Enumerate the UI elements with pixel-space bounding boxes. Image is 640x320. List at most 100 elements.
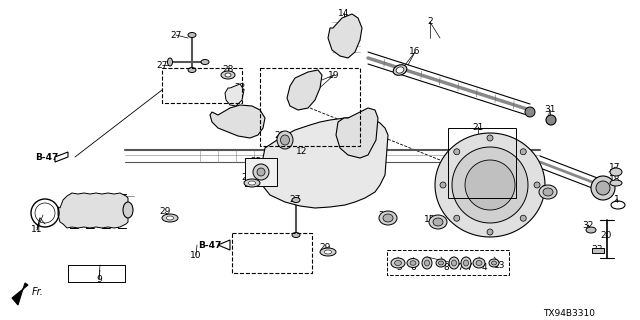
Bar: [245, 158, 277, 186]
Ellipse shape: [610, 168, 622, 176]
Ellipse shape: [433, 218, 443, 226]
Text: Fr.: Fr.: [32, 287, 44, 297]
Bar: [448, 128, 516, 198]
Circle shape: [520, 149, 526, 155]
Text: 3: 3: [450, 261, 456, 270]
Polygon shape: [12, 283, 28, 305]
Text: 27: 27: [289, 196, 301, 204]
Ellipse shape: [410, 261, 416, 265]
Ellipse shape: [379, 211, 397, 225]
Circle shape: [487, 135, 493, 141]
Ellipse shape: [476, 260, 482, 266]
Text: 1: 1: [614, 195, 620, 204]
Circle shape: [520, 215, 526, 221]
Ellipse shape: [492, 261, 497, 265]
Polygon shape: [218, 240, 230, 250]
Ellipse shape: [393, 65, 407, 75]
Polygon shape: [210, 105, 265, 138]
Text: 15: 15: [424, 214, 436, 223]
Circle shape: [454, 215, 460, 221]
Text: 10: 10: [190, 251, 202, 260]
Ellipse shape: [489, 259, 499, 267]
Text: 20: 20: [600, 230, 612, 239]
Text: 26: 26: [541, 185, 553, 194]
Text: 7: 7: [457, 263, 463, 273]
Ellipse shape: [201, 60, 209, 65]
Text: TX94B3310: TX94B3310: [543, 308, 595, 317]
Ellipse shape: [539, 185, 557, 199]
Text: 31: 31: [544, 106, 556, 115]
Ellipse shape: [586, 227, 596, 233]
Text: 16: 16: [409, 47, 420, 57]
Ellipse shape: [422, 257, 432, 269]
Ellipse shape: [162, 214, 178, 222]
Text: 6: 6: [410, 263, 416, 273]
Circle shape: [525, 107, 535, 117]
Text: 28: 28: [222, 65, 234, 74]
Polygon shape: [465, 160, 515, 210]
Ellipse shape: [324, 250, 332, 254]
Ellipse shape: [123, 202, 133, 218]
Text: 13: 13: [494, 261, 506, 270]
Bar: [387, 250, 509, 275]
Ellipse shape: [451, 260, 456, 266]
Polygon shape: [435, 133, 545, 237]
Text: 32: 32: [582, 220, 594, 229]
Circle shape: [440, 182, 446, 188]
Text: 14: 14: [339, 9, 349, 18]
Ellipse shape: [257, 168, 265, 176]
Ellipse shape: [424, 260, 429, 266]
Ellipse shape: [610, 180, 622, 186]
Text: 27: 27: [170, 30, 182, 39]
Polygon shape: [336, 108, 378, 158]
Polygon shape: [328, 14, 362, 58]
Ellipse shape: [438, 261, 444, 265]
Text: 30: 30: [479, 150, 491, 159]
Ellipse shape: [277, 131, 293, 149]
Ellipse shape: [407, 259, 419, 268]
Text: 27: 27: [156, 60, 168, 69]
Polygon shape: [58, 193, 128, 228]
Ellipse shape: [391, 258, 405, 268]
Polygon shape: [260, 117, 388, 208]
Ellipse shape: [473, 258, 485, 268]
Circle shape: [487, 229, 493, 235]
Circle shape: [591, 176, 615, 200]
Text: 33: 33: [591, 244, 603, 253]
Bar: [260, 68, 360, 146]
Circle shape: [534, 182, 540, 188]
Polygon shape: [452, 147, 528, 223]
Ellipse shape: [463, 260, 468, 266]
Ellipse shape: [221, 71, 235, 79]
Ellipse shape: [429, 215, 447, 229]
Text: 29: 29: [319, 243, 331, 252]
Text: 21: 21: [472, 123, 484, 132]
Text: 9: 9: [96, 275, 102, 284]
Text: 22: 22: [234, 83, 246, 92]
Text: 7: 7: [466, 263, 472, 273]
Text: B-47: B-47: [198, 241, 221, 250]
Polygon shape: [55, 152, 68, 162]
Ellipse shape: [168, 58, 173, 66]
Text: 4: 4: [481, 263, 487, 273]
Ellipse shape: [436, 259, 446, 267]
Text: 5: 5: [396, 263, 402, 273]
Text: 11: 11: [31, 226, 43, 235]
Text: 19: 19: [328, 70, 340, 79]
Ellipse shape: [292, 197, 300, 203]
Ellipse shape: [383, 214, 393, 222]
Ellipse shape: [166, 216, 173, 220]
Text: 2: 2: [427, 18, 433, 27]
Ellipse shape: [280, 135, 289, 145]
Text: B-47: B-47: [35, 153, 58, 162]
Ellipse shape: [244, 179, 260, 187]
Text: 18: 18: [609, 175, 621, 185]
Ellipse shape: [188, 68, 196, 73]
Ellipse shape: [225, 73, 231, 77]
Circle shape: [546, 115, 556, 125]
Polygon shape: [287, 70, 322, 110]
Circle shape: [596, 181, 610, 195]
Bar: [592, 248, 604, 253]
Ellipse shape: [253, 164, 269, 180]
Text: 17: 17: [609, 163, 621, 172]
